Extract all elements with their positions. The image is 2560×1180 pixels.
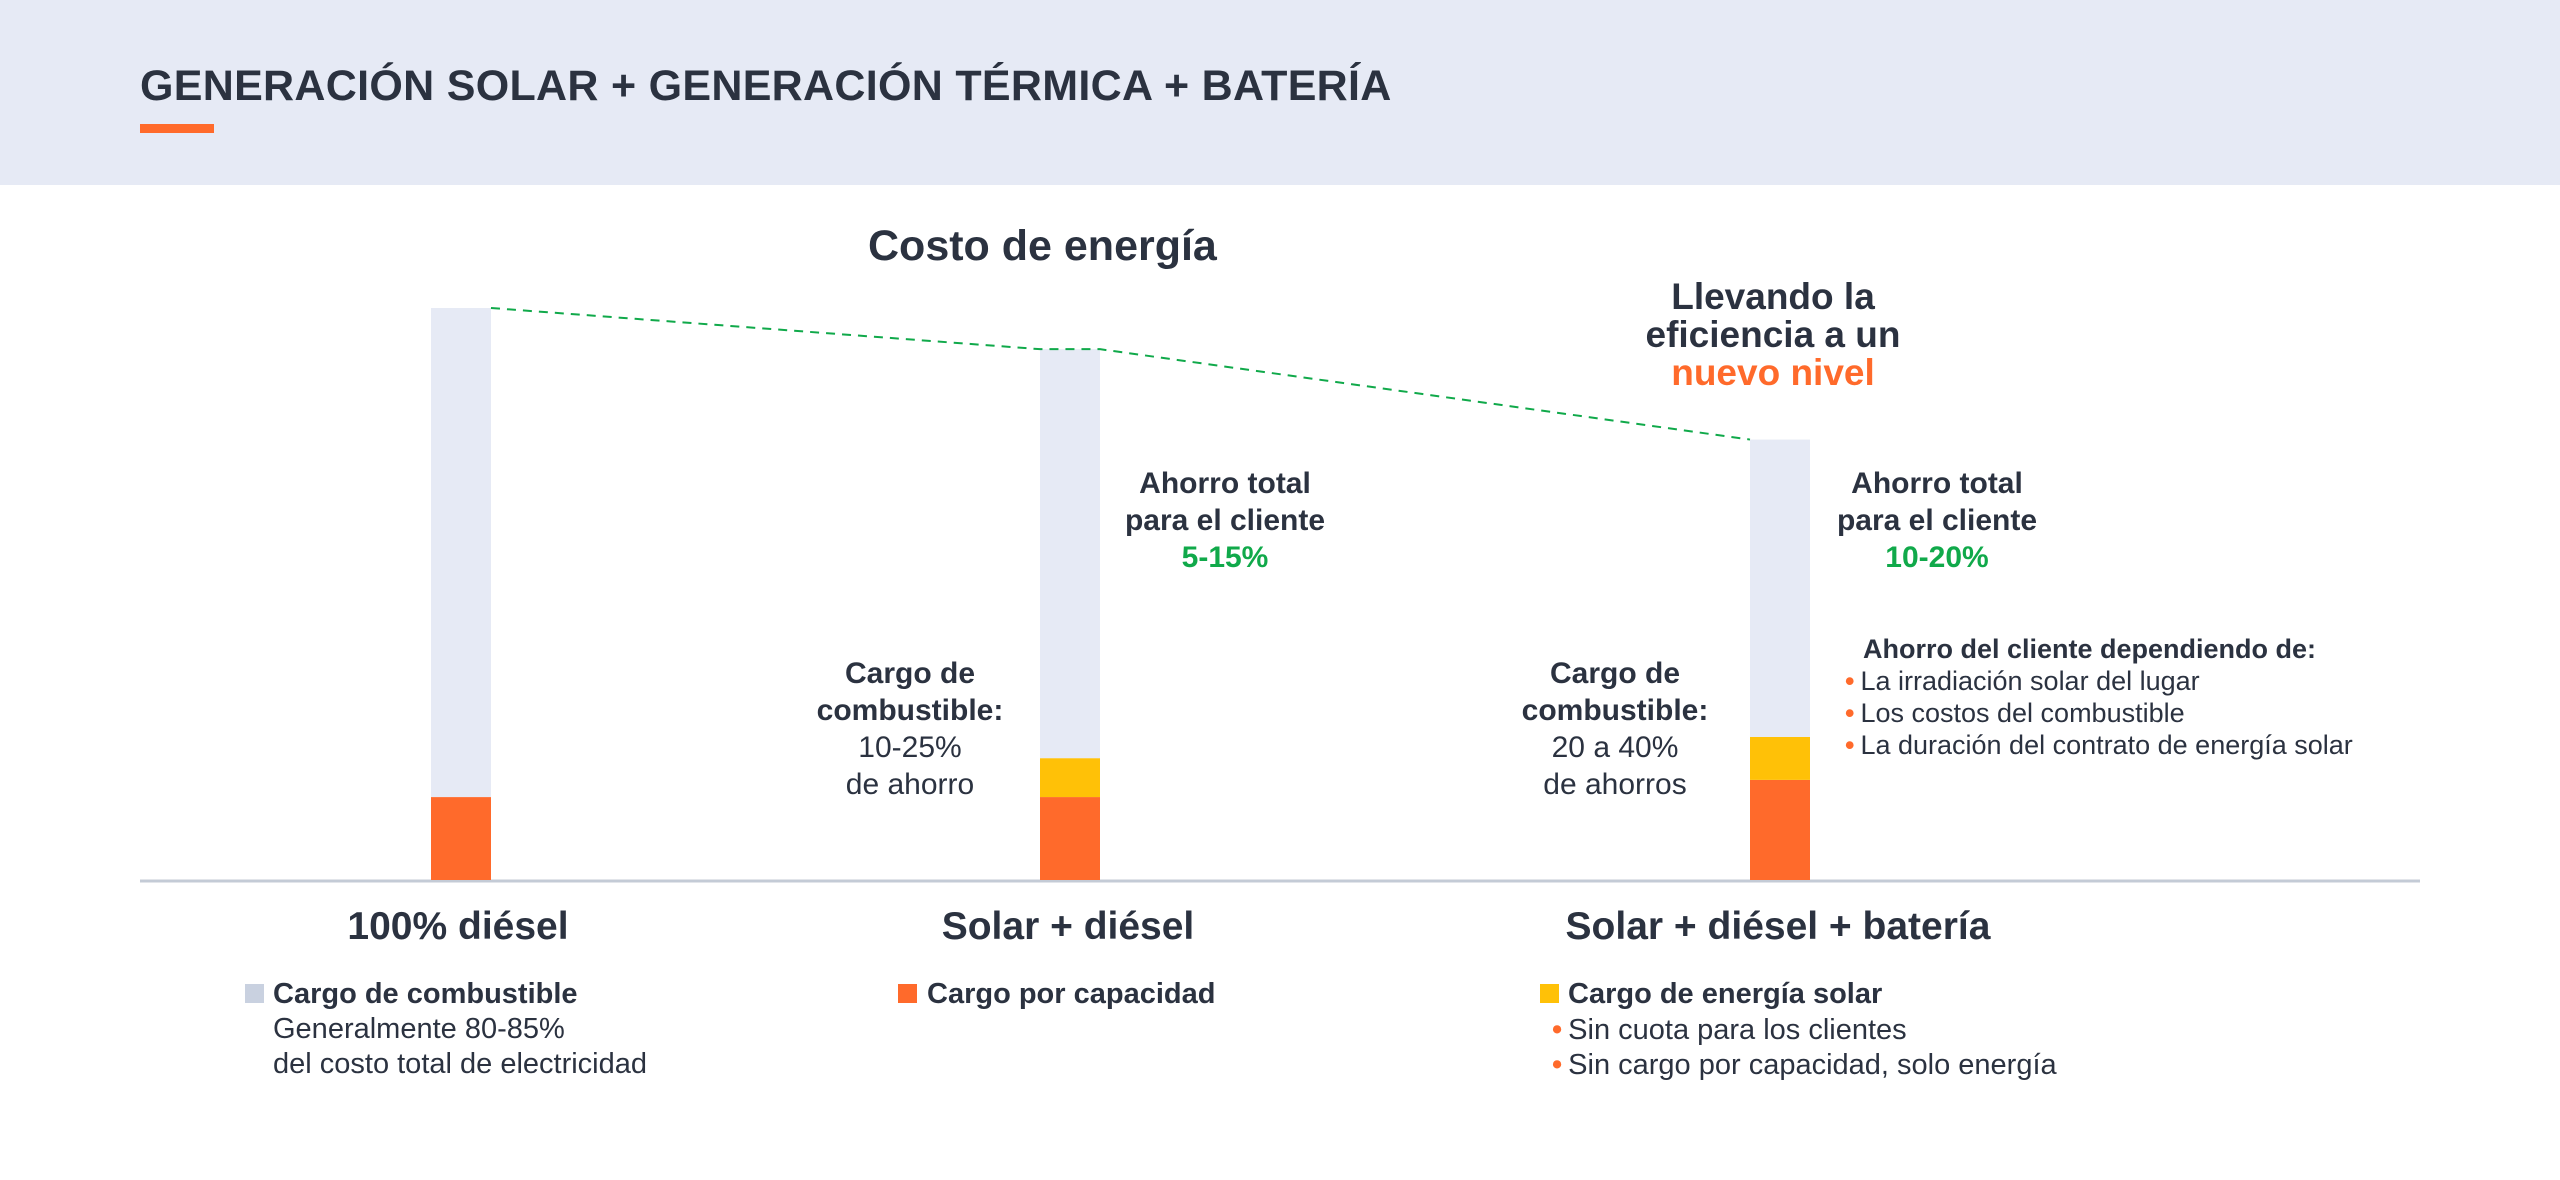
fuel-title-line-2: combustible: [816,694,1004,727]
bar-segment-cargo-por-capacidad-1 [1040,797,1100,880]
savings-value: 5-15% [1181,541,1269,574]
legend-fuel: Cargo de combustible Generalmente 80-85%… [273,977,647,1082]
legend-label: Cargo de energía solar [1568,978,1883,1010]
fuel-suffix: de ahorro [845,768,975,801]
legend-note-1: Generalmente 80-85% [273,1013,565,1045]
legend-note: Sin cargo por capacidad, solo energía [1552,1048,2057,1083]
savings-title-line-2: para el cliente [1836,504,2038,537]
legend-label: Cargo de combustible [273,978,578,1010]
legend-note-text: Sin cargo por capacidad, solo energía [1568,1049,2057,1081]
legend-solar-notes: Sin cuota para los clientes Sin cargo po… [1552,1013,2057,1083]
chart-title: Costo de energía [868,222,1217,270]
savings-dependencies: Ahorro del cliente dependiendo de: La ir… [1845,633,2353,761]
bar-segment-cargo-de-combustible-0 [431,308,491,798]
savings-title-line-1: Ahorro total [1139,467,1311,500]
legend-note: Sin cuota para los clientes [1552,1013,2057,1048]
bar-segment-cargo-por-capacidad-0 [431,797,491,880]
category-label-100-diesel: 100% diésel [347,905,569,948]
dependency-text: Los costos del combustible [1860,698,2185,728]
fuel-value: 10-25% [858,731,962,764]
header-band: GENERACIÓN SOLAR + GENERACIÓN TÉRMICA + … [0,0,2560,185]
legend-swatch-capacity [898,984,917,1003]
legend-label: Cargo por capacidad [927,978,1216,1010]
slogan-highlight: nuevo nivel [1671,352,1875,393]
category-label-solar-diesel: Solar + diésel [941,905,1195,948]
slogan-line-1: Llevando la [1671,276,1875,317]
bar-segment-cargo-de-combustible-1 [1040,349,1100,759]
fuel-annotation-solar-diesel: Cargo de combustible: 10-25% de ahorro [760,655,1060,803]
savings-title-line-1: Ahorro total [1851,467,2023,500]
savings-annotation-solar-diesel-battery: Ahorro total para el cliente 10-20% [1787,465,2087,576]
dependency-item: La duración del contrato de energía sola… [1845,729,2353,761]
slogan: Llevando la eficiencia a un nuevo nivel [1573,278,1973,392]
dependency-text: La irradiación solar del lugar [1860,666,2200,696]
dependency-text: La duración del contrato de energía sola… [1860,730,2353,760]
bar-segment-cargo-de-energ-a-solar-2 [1750,737,1810,780]
dependencies-title: Ahorro del cliente dependiendo de: [1863,634,2317,664]
legend-swatch-solar [1540,984,1559,1003]
fuel-annotation-solar-diesel-battery: Cargo de combustible: 20 a 40% de ahorro… [1465,655,1765,803]
slogan-line-2: eficiencia a un [1645,314,1901,355]
fuel-title-line-1: Cargo de [844,657,976,690]
dependency-item: La irradiación solar del lugar [1845,665,2353,697]
bar-segment-cargo-de-combustible-2 [1750,439,1810,737]
legend-solar: Cargo de energía solar [1568,977,1882,1012]
category-label-solar-diesel-battery: Solar + diésel + batería [1565,905,1991,948]
legend-swatch-fuel [245,984,264,1003]
savings-value: 10-20% [1885,541,1989,574]
bar-segment-cargo-por-capacidad-2 [1750,779,1810,880]
savings-annotation-solar-diesel: Ahorro total para el cliente 5-15% [1075,465,1375,576]
savings-title-line-2: para el cliente [1124,504,1326,537]
legend-note-2: del costo total de electricidad [273,1048,647,1080]
fuel-value: 20 a 40% [1551,731,1679,764]
trend-line [490,307,1751,441]
legend-note-text: Sin cuota para los clientes [1568,1014,1907,1046]
fuel-title-line-1: Cargo de [1549,657,1681,690]
bar-segment-cargo-de-energ-a-solar-1 [1040,758,1100,798]
fuel-suffix: de ahorros [1543,768,1687,801]
fuel-title-line-2: combustible: [1521,694,1709,727]
legend-capacity: Cargo por capacidad [927,977,1215,1012]
dependency-item: Los costos del combustible [1845,697,2353,729]
title-underline [140,124,214,133]
page-title: GENERACIÓN SOLAR + GENERACIÓN TÉRMICA + … [140,62,1392,110]
